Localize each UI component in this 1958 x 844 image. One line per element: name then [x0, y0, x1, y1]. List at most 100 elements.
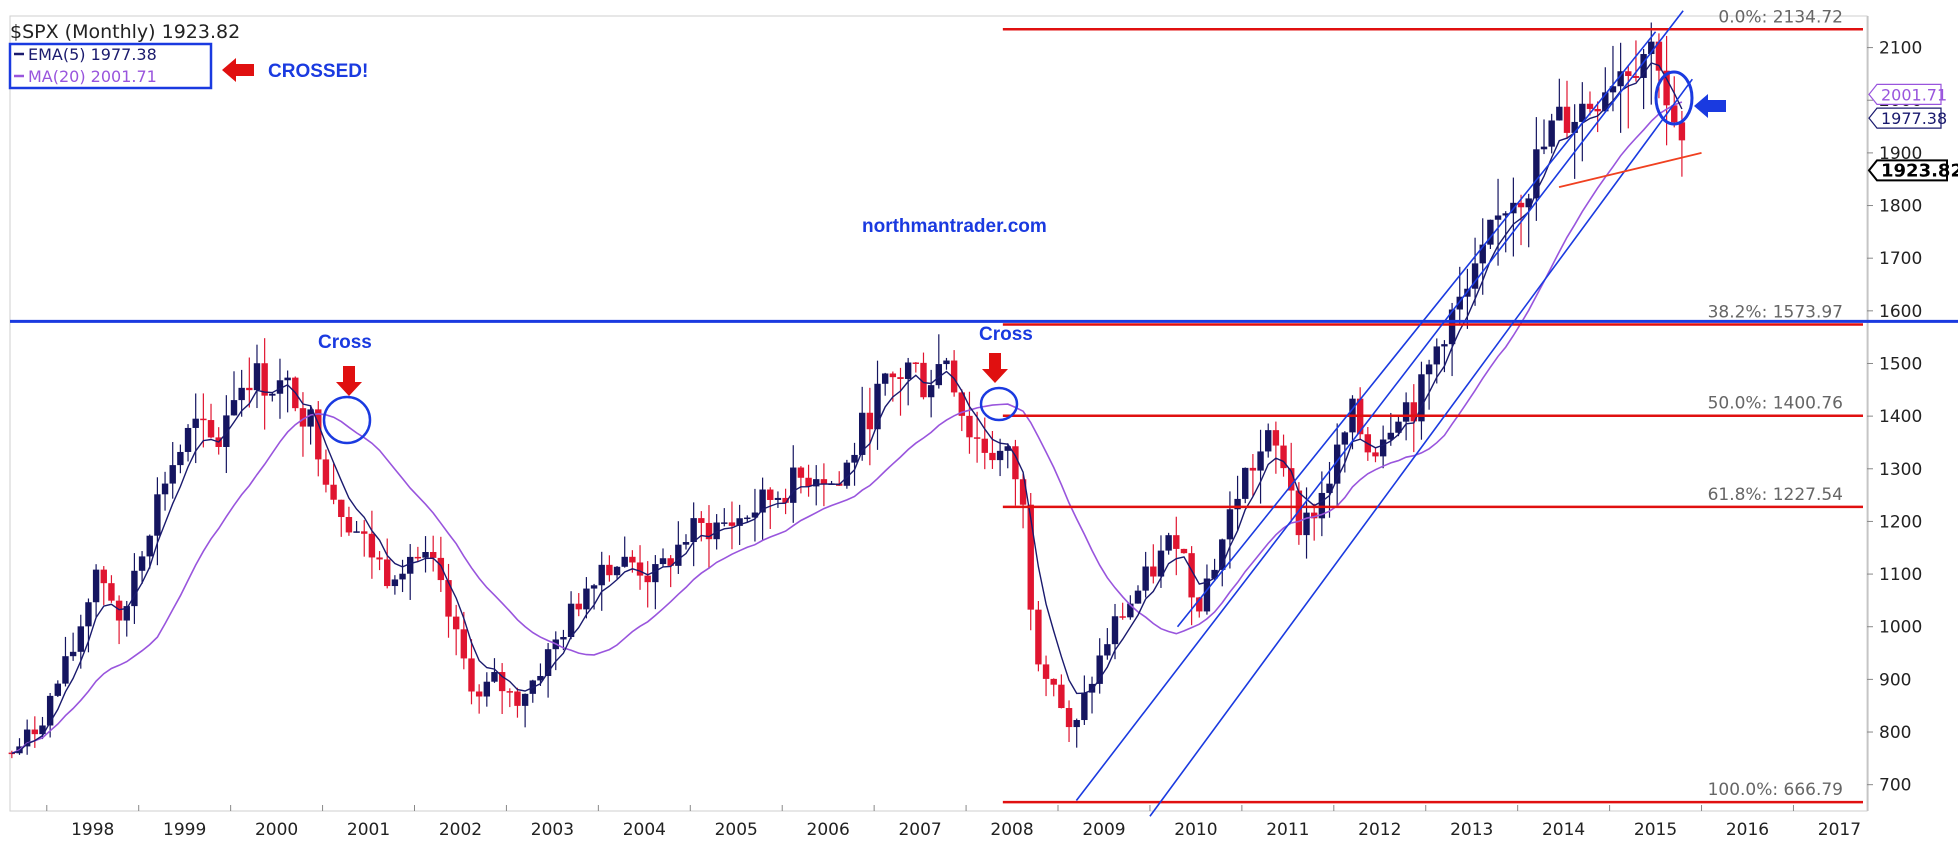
candle-body-up — [858, 412, 866, 455]
trend-channel-line — [1149, 78, 1693, 817]
candle-body-down — [1173, 535, 1180, 549]
trend-channel-line — [1075, 10, 1684, 801]
candle-body-down — [368, 533, 376, 558]
candle-body-up — [1387, 432, 1394, 440]
x-tick-label: 2013 — [1450, 820, 1493, 840]
candle-body-down — [1119, 616, 1126, 618]
x-tick-label: 2017 — [1818, 820, 1861, 840]
candle-body-down — [460, 629, 468, 659]
price-tag-frame — [1868, 107, 1942, 129]
candle-body-down — [705, 522, 713, 540]
candle-body-up — [1265, 430, 1272, 452]
candle-body-up — [1073, 720, 1080, 728]
legend-box: EMA(5) 1977.38 MA(20) 2001.71 — [8, 42, 213, 90]
candle-body-up — [881, 373, 889, 384]
candle-body-up — [1494, 215, 1502, 220]
candle-body-up — [422, 552, 429, 558]
candle-body-down — [1012, 446, 1019, 480]
candle-body-down — [322, 459, 330, 485]
candle-body-up — [284, 377, 291, 381]
candle-body-down — [330, 484, 337, 500]
candle-body-up — [560, 637, 567, 640]
candle-body-up — [851, 454, 858, 463]
candle-body-down — [261, 363, 268, 396]
x-tick-label: 2016 — [1726, 820, 1769, 840]
x-tick-label: 2009 — [1082, 820, 1125, 840]
candle-body-up — [1402, 402, 1410, 422]
candle-body-down — [108, 583, 115, 601]
x-tick-label: 2011 — [1266, 820, 1309, 840]
candle-body-up — [744, 517, 751, 520]
candle-body-up — [943, 360, 950, 365]
x-tick-label: 2008 — [990, 820, 1033, 840]
candle-body-up — [790, 467, 797, 503]
candle-body-up — [1441, 344, 1448, 347]
candle-body-up — [1395, 421, 1402, 433]
candle-body-up — [161, 483, 169, 495]
candle-body-down — [698, 518, 705, 523]
candle-body-down — [207, 420, 215, 438]
candle-body-down — [1058, 684, 1065, 709]
candle-body-down — [575, 603, 582, 610]
candle-body-up — [675, 544, 682, 566]
candle-body-up — [1203, 578, 1211, 612]
x-tick-label: 2012 — [1358, 820, 1401, 840]
candle-body-down — [414, 556, 422, 559]
candle-body-down — [1288, 468, 1295, 491]
candle-body-up — [1548, 120, 1555, 147]
candle-body-up — [253, 363, 261, 391]
candle-body-up — [223, 415, 230, 447]
candle-body-down — [376, 557, 383, 560]
candle-body-up — [1540, 146, 1548, 150]
candle-body-up — [1533, 149, 1540, 199]
fib-label: 38.2%: 1573.97 — [1708, 303, 1843, 323]
candle-body-up — [146, 535, 153, 557]
candle-body-down — [506, 691, 513, 693]
price-tag-label: 1923.82 — [1881, 160, 1958, 181]
candle-body-up — [54, 683, 62, 696]
candle-body-up — [1134, 590, 1142, 604]
y-tick-label: 1400 — [1879, 407, 1922, 427]
candle-body-up — [1318, 492, 1326, 519]
fib-label: 50.0%: 1400.76 — [1708, 394, 1843, 414]
candle-body-down — [1019, 479, 1027, 505]
x-tick-label: 2001 — [347, 820, 390, 840]
candle-body-down — [897, 377, 904, 379]
candle-body-up — [1157, 550, 1165, 577]
candle-body-down — [1632, 76, 1640, 78]
x-tick-label: 2010 — [1174, 820, 1217, 840]
candle-body-up — [613, 566, 621, 576]
candle-body-down — [958, 392, 965, 416]
ma20-line — [11, 101, 1683, 755]
candle-body-down — [1310, 512, 1318, 519]
y-tick-label: 700 — [1879, 776, 1911, 796]
candle-body-up — [1609, 86, 1617, 93]
y-tick-label: 1100 — [1879, 565, 1922, 585]
y-tick-label: 1200 — [1879, 512, 1922, 532]
candle-body-down — [950, 360, 958, 393]
candle-body-down — [1671, 105, 1678, 123]
candle-body-up — [682, 542, 690, 545]
y-tick-label: 1000 — [1879, 618, 1922, 638]
y-tick-label: 900 — [1879, 670, 1911, 690]
candle-body-up — [874, 383, 881, 430]
candle-body-up — [1142, 566, 1149, 591]
candle-body-down — [1625, 71, 1632, 77]
candle-body-up — [39, 725, 46, 735]
price-tag-label: 2001.71 — [1881, 85, 1947, 104]
candle-body-up — [1081, 692, 1088, 721]
candle-body-down — [1042, 664, 1050, 679]
candle-body-up — [23, 729, 31, 747]
candle-body-up — [567, 603, 575, 638]
price-tag-label: 1977.38 — [1881, 109, 1947, 128]
candle-body-down — [966, 415, 973, 438]
candle-body-up — [1242, 467, 1249, 499]
candle-body-down — [445, 580, 452, 617]
candle-body-up — [659, 558, 667, 565]
candle-body-up — [1617, 71, 1624, 87]
x-tick-label: 2007 — [898, 820, 941, 840]
candle-body-down — [429, 552, 437, 558]
candle-body-up — [1648, 41, 1655, 55]
candle-body-down — [1295, 490, 1303, 536]
